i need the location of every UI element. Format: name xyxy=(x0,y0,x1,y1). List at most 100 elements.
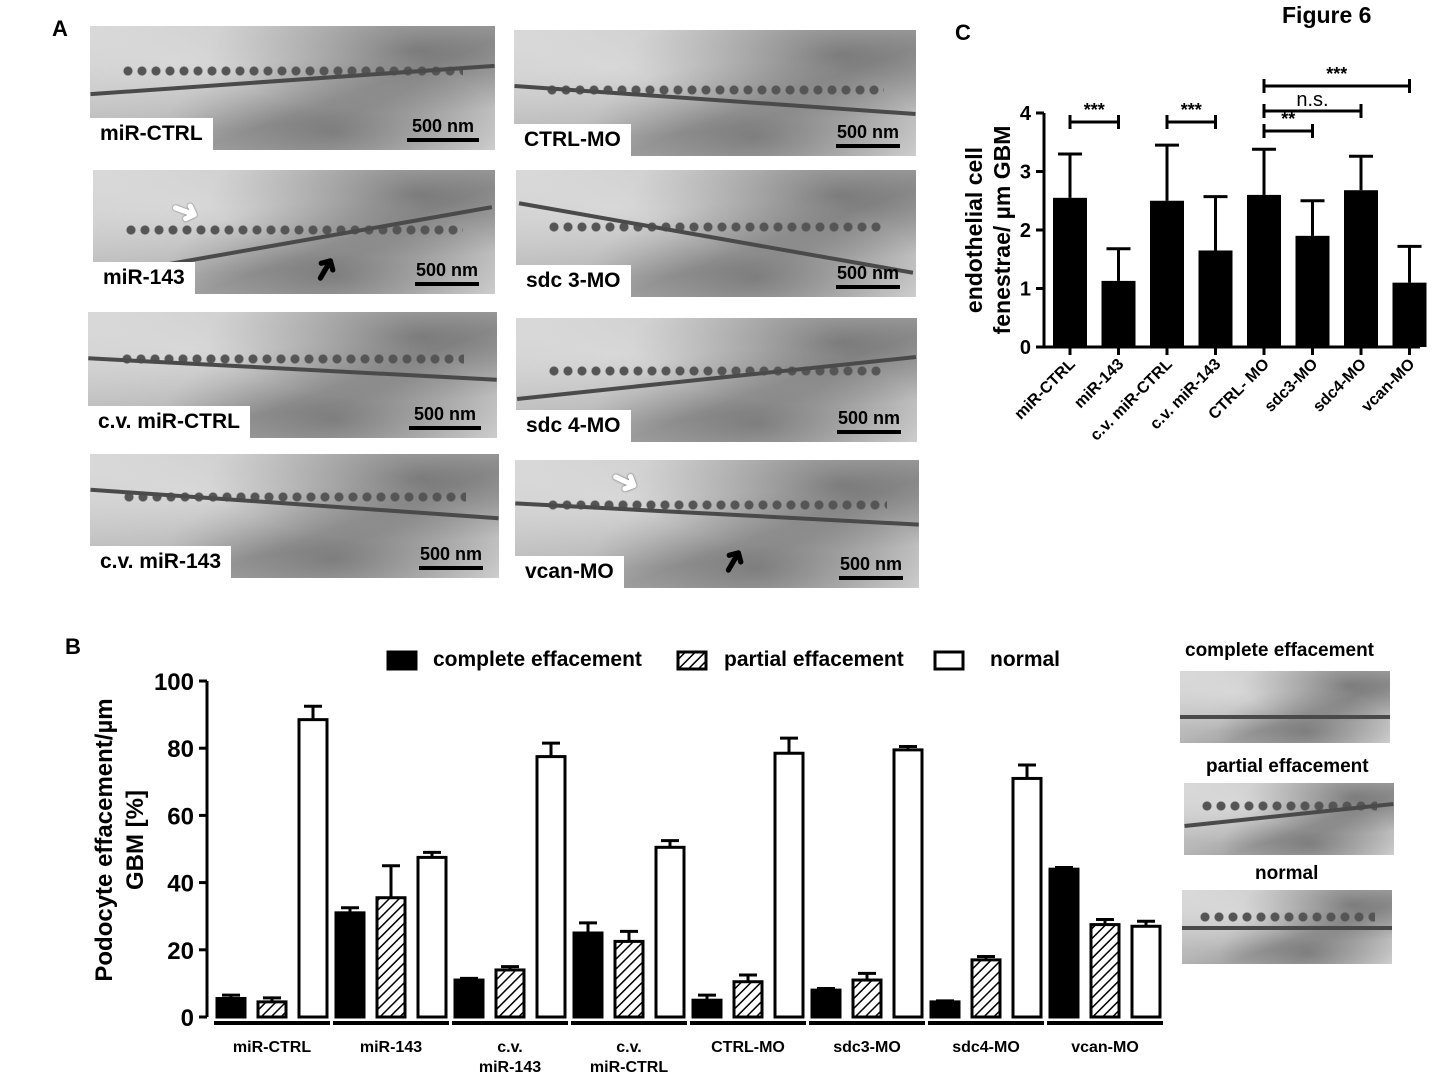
example-label: partial effacement xyxy=(1206,756,1369,777)
bar xyxy=(732,980,764,1019)
bar xyxy=(416,855,448,1019)
scale-bar: 500 nm xyxy=(836,263,900,289)
y-tick-label: 3 xyxy=(1020,162,1031,184)
scale-bar: 500 nm xyxy=(409,404,481,430)
em-label: sdc 4-MO xyxy=(516,410,631,442)
bar xyxy=(892,748,924,1019)
example-label: complete effacement xyxy=(1185,640,1375,661)
bar xyxy=(1344,190,1378,347)
bar xyxy=(810,988,842,1019)
example-image-normal xyxy=(1182,890,1392,964)
y-tick-label: 80 xyxy=(167,736,194,763)
legend-swatch xyxy=(386,650,418,671)
panel-letter-a: A xyxy=(52,16,68,41)
bar xyxy=(773,751,805,1019)
significance-label: ** xyxy=(1281,109,1295,129)
scale-bar: 500 nm xyxy=(837,408,901,434)
chart-effacement: 0 20 40 60 80 100 Podocyte effacement/µm GBM [%… xyxy=(91,648,1163,1076)
em-image-cv-mir-ctrl: c.v. miR-CTRL 500 nm xyxy=(88,312,497,438)
bar xyxy=(1150,200,1184,347)
y-tick-label: 2 xyxy=(1020,220,1031,242)
y-axis-label: endothelial cell xyxy=(961,147,987,313)
bar xyxy=(453,978,485,1019)
y-tick-label: 60 xyxy=(167,803,194,830)
bar xyxy=(1198,250,1233,347)
bar xyxy=(375,896,407,1019)
em-label: c.v. miR-CTRL xyxy=(88,406,250,438)
significance-label: *** xyxy=(1181,100,1202,120)
em-label: vcan-MO xyxy=(515,556,624,588)
bar xyxy=(691,998,723,1019)
em-image-mir-143: ➜ ➜ miR-143 500 nm xyxy=(93,170,495,294)
em-image-cv-mir-143: c.v. miR-143 500 nm xyxy=(90,454,499,578)
bar xyxy=(970,958,1002,1019)
legend-label: partial effacement xyxy=(724,648,904,671)
scale-bar: 500 nm xyxy=(836,122,900,148)
y-axis-label: Podocyte effacement/µm xyxy=(91,698,118,981)
em-image-sdc4-mo: sdc 4-MO 500 nm xyxy=(516,318,917,442)
bar xyxy=(215,997,247,1019)
significance-label: *** xyxy=(1084,100,1105,120)
bar xyxy=(929,1000,961,1019)
y-axis-label: GBM [%] xyxy=(122,790,149,890)
bar xyxy=(297,718,329,1019)
y-tick-label: 0 xyxy=(181,1005,194,1032)
x-category-label: sdc3-MO xyxy=(833,1039,901,1056)
em-label: sdc 3-MO xyxy=(516,265,631,297)
legend-swatch xyxy=(676,650,708,671)
bar xyxy=(654,845,686,1019)
legend-label: normal xyxy=(990,648,1060,671)
bar xyxy=(851,978,883,1019)
y-tick-label: 1 xyxy=(1020,279,1031,301)
em-label: c.v. miR-143 xyxy=(90,546,232,578)
x-tick-label: c.v. miR-CTRL xyxy=(1087,356,1176,445)
bar xyxy=(1392,282,1427,347)
x-category-label: CTRL-MO xyxy=(711,1039,785,1056)
bar xyxy=(334,911,366,1019)
y-tick-label: 0 xyxy=(1020,337,1031,359)
example-image-complete xyxy=(1180,671,1390,743)
bar xyxy=(1048,867,1080,1019)
example-label: normal xyxy=(1255,863,1319,884)
x-category-label: vcan-MO xyxy=(1071,1039,1139,1056)
legend-swatch xyxy=(933,650,965,671)
em-image-mir-ctrl: miR-CTRL 500 nm xyxy=(90,26,495,150)
x-tick-label: miR-CTRL xyxy=(1011,356,1078,423)
bar xyxy=(1011,776,1043,1019)
bar xyxy=(1130,924,1162,1019)
em-image-sdc3-mo: sdc 3-MO 500 nm xyxy=(516,170,916,297)
x-category-label: sdc4-MO xyxy=(952,1039,1020,1056)
bar xyxy=(572,931,604,1019)
x-category-label: miR-CTRL xyxy=(590,1059,668,1076)
bar xyxy=(494,968,526,1019)
figure-title: Figure 6 xyxy=(1282,2,1372,28)
scale-bar: 500 nm xyxy=(839,554,903,580)
y-tick-label: 4 xyxy=(1020,103,1032,125)
bar xyxy=(1089,923,1121,1019)
chart-fenestrae: 0 1 2 3 4 endothelial cell fenestrae/ µm GBM mi… xyxy=(961,64,1427,444)
x-category-label: c.v. xyxy=(497,1039,523,1056)
panel-letter-b: B xyxy=(65,634,81,659)
em-label: miR-CTRL xyxy=(90,118,213,150)
x-tick-label: vcan-MO xyxy=(1359,356,1419,416)
y-tick-label: 40 xyxy=(167,871,194,898)
bar xyxy=(1247,194,1281,347)
x-category-label: miR-CTRL xyxy=(233,1039,311,1056)
bar xyxy=(535,755,567,1019)
legend-label: complete effacement xyxy=(433,648,642,671)
x-category-label: miR-143 xyxy=(360,1039,422,1056)
em-label: CTRL-MO xyxy=(514,124,631,156)
scale-bar: 500 nm xyxy=(407,116,479,142)
em-image-ctrl-mo: CTRL-MO 500 nm xyxy=(514,30,916,156)
bar xyxy=(1053,197,1087,347)
significance-label: n.s. xyxy=(1296,89,1328,111)
y-axis-label: fenestrae/ µm GBM xyxy=(989,126,1015,335)
bar xyxy=(1295,235,1330,347)
scale-bar: 500 nm xyxy=(419,544,483,570)
panel-letter-c: C xyxy=(955,20,971,45)
scale-bar: 500 nm xyxy=(415,260,479,286)
bar xyxy=(256,1000,288,1019)
em-label: miR-143 xyxy=(93,262,195,294)
x-category-label: c.v. xyxy=(616,1039,642,1056)
